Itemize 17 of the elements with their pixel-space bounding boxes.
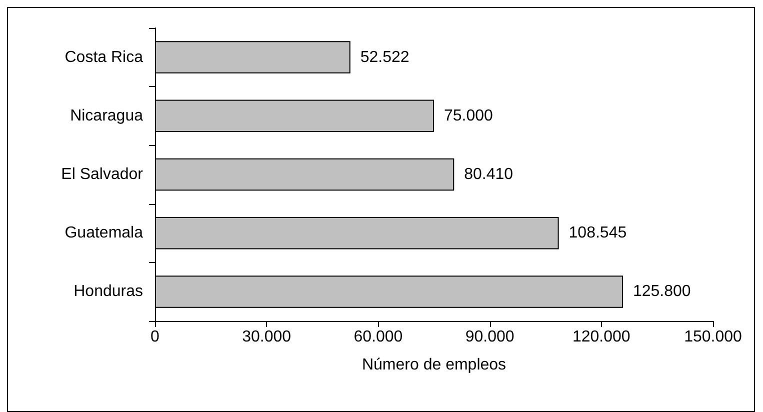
- x-axis-title: Número de empleos: [362, 356, 506, 374]
- x-tick-label: 0: [150, 328, 160, 346]
- y-tick-label: Costa Rica: [64, 48, 144, 66]
- y-tick-label: Guatemala: [64, 224, 144, 242]
- x-tick-label: 90.000: [465, 328, 514, 346]
- y-tick-label: Honduras: [74, 283, 143, 300]
- y-tick-label: Nicaragua: [70, 107, 144, 124]
- x-tick-label: 150.000: [684, 328, 742, 346]
- x-tick-label: 120.000: [572, 328, 630, 346]
- data-label: 80.410: [464, 166, 514, 183]
- x-tick-label: 30.000: [242, 328, 292, 346]
- x-tick-label: 60.000: [354, 328, 403, 346]
- y-tick-label: El Salvador: [61, 166, 144, 183]
- data-label: 75.000: [444, 107, 494, 124]
- data-label: 52.522: [360, 48, 410, 66]
- data-label: 125.800: [632, 283, 691, 300]
- data-label: 108.545: [568, 224, 627, 242]
